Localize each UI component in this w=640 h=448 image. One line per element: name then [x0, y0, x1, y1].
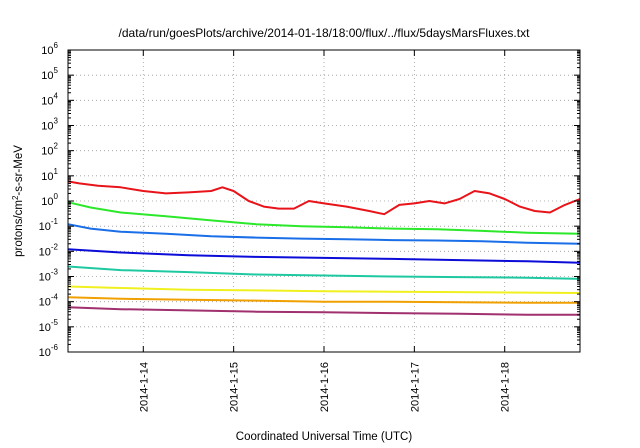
y-axis-label: protons/cm2-s-sr-MeV — [11, 145, 25, 257]
series-line-8 — [67, 306, 580, 316]
y-tick-label: 105 — [41, 66, 58, 82]
y-tick-label: 10-2 — [39, 242, 59, 258]
x-tick-label: 2014-1-18 — [500, 362, 512, 412]
y-tick-label: 103 — [41, 117, 58, 133]
y-tick-label: 10-6 — [39, 343, 59, 359]
y-tick-label: 10-4 — [39, 293, 59, 309]
x-tick-label: 2014-1-14 — [138, 362, 150, 412]
series-line-1 — [67, 180, 581, 216]
chart-title: /data/run/goesPlots/archive/2014-01-18/1… — [119, 26, 531, 40]
y-axis-label-prefix: protons/cm — [13, 200, 25, 257]
series-line-5 — [67, 265, 581, 280]
y-axis-label-exp: 2 — [11, 195, 20, 200]
x-axis-label: Coordinated Universal Time (UTC) — [236, 431, 413, 443]
series-line-4 — [67, 248, 581, 264]
y-axis: 10-6 10-5 10-4 10-3 10-2 10-1 100 101 102 103 104 1… — [39, 41, 580, 359]
series-line-7 — [67, 296, 580, 304]
y-tick-label: 102 — [41, 142, 58, 158]
series-line-2 — [67, 201, 581, 235]
x-tick-label: 2014-1-16 — [319, 362, 331, 412]
y-axis-label-suffix: -s-sr-MeV — [13, 145, 25, 196]
y-tick-label: 101 — [41, 167, 58, 183]
y-tick-label: 10-1 — [39, 217, 59, 233]
y-tick-label: 10-5 — [39, 318, 59, 334]
x-tick-label: 2014-1-15 — [229, 362, 241, 412]
y-tick-label: 100 — [41, 192, 58, 208]
x-tick-label: 2014-1-17 — [409, 362, 421, 412]
series-line-6 — [67, 285, 581, 294]
y-tick-label: 106 — [41, 41, 58, 57]
series-line-3 — [67, 223, 581, 245]
grid-lines — [68, 50, 580, 352]
series-layer — [67, 180, 581, 316]
y-tick-label: 10-3 — [39, 268, 59, 284]
y-tick-label: 104 — [41, 91, 58, 107]
x-axis: 2014-1-14 2014-1-15 2014-1-16 2014-1-17 2014… — [138, 50, 512, 412]
